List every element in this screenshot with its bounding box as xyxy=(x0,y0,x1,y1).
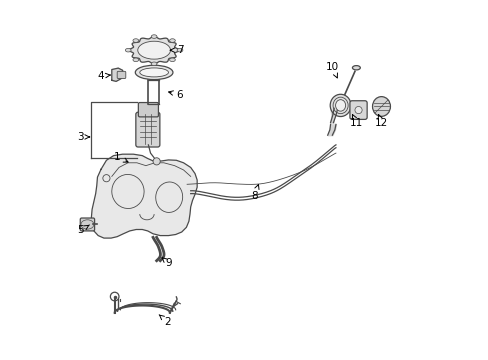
Ellipse shape xyxy=(151,35,157,39)
Text: 4: 4 xyxy=(98,71,110,81)
Ellipse shape xyxy=(125,48,131,52)
FancyBboxPatch shape xyxy=(136,112,160,147)
Ellipse shape xyxy=(151,62,157,66)
Ellipse shape xyxy=(352,66,360,70)
Ellipse shape xyxy=(135,65,173,80)
Text: 5: 5 xyxy=(78,225,89,235)
Text: 1: 1 xyxy=(114,152,128,162)
Ellipse shape xyxy=(169,58,175,62)
Ellipse shape xyxy=(133,58,139,62)
Circle shape xyxy=(354,107,362,114)
Text: 6: 6 xyxy=(168,90,183,100)
Text: 7: 7 xyxy=(170,45,183,55)
Circle shape xyxy=(153,158,160,165)
Text: 3: 3 xyxy=(77,132,89,142)
FancyBboxPatch shape xyxy=(80,218,94,231)
FancyBboxPatch shape xyxy=(117,71,125,78)
Text: 10: 10 xyxy=(325,62,338,78)
Ellipse shape xyxy=(169,39,175,42)
Polygon shape xyxy=(129,36,179,64)
Ellipse shape xyxy=(138,41,170,59)
Text: 2: 2 xyxy=(159,315,170,327)
Ellipse shape xyxy=(133,39,139,42)
Ellipse shape xyxy=(372,96,389,116)
Ellipse shape xyxy=(177,48,183,52)
Ellipse shape xyxy=(335,100,345,111)
Ellipse shape xyxy=(140,68,168,77)
FancyBboxPatch shape xyxy=(138,103,158,117)
FancyBboxPatch shape xyxy=(349,101,366,120)
Text: 12: 12 xyxy=(374,114,387,128)
Polygon shape xyxy=(112,68,123,81)
Text: 8: 8 xyxy=(250,185,259,201)
Ellipse shape xyxy=(329,94,350,117)
Text: 9: 9 xyxy=(162,258,171,268)
Text: 11: 11 xyxy=(349,114,362,128)
Polygon shape xyxy=(91,154,197,238)
